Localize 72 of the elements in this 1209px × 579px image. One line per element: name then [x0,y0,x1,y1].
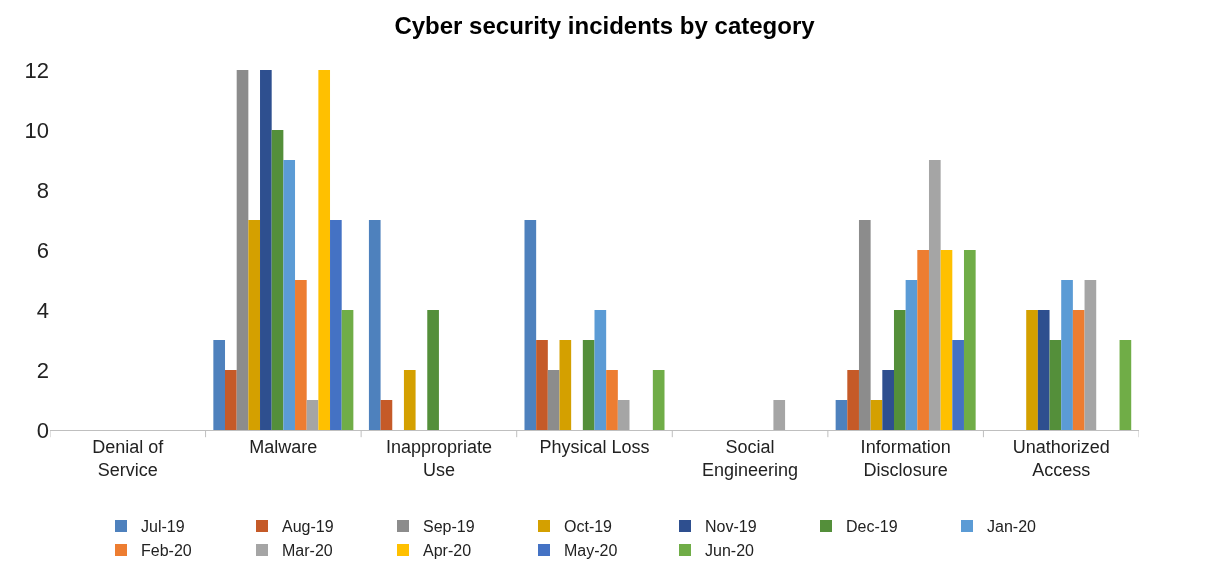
bar [330,220,342,430]
bar [917,250,929,430]
bar [617,400,630,430]
legend-label: Apr-20 [423,542,472,560]
legend-label: May-20 [564,542,618,560]
x-tick-label: Physical Loss [539,436,650,457]
bar [271,130,284,430]
y-tick-label: 0 [36,417,49,443]
bar [882,370,894,430]
bar [847,370,859,430]
bar [870,400,883,430]
x-tick-label: Unathorized Access [1012,436,1110,480]
bar [306,400,319,430]
bar [403,370,416,430]
bar [963,250,976,430]
x-tick-label: Malware [249,436,318,457]
bar [1049,340,1062,430]
bar [547,370,560,430]
bar [858,220,871,430]
bar [652,370,665,430]
legend-label: Jun-20 [705,542,755,560]
bar [1072,310,1085,430]
bar [893,310,906,430]
bar [236,70,249,430]
bar [341,310,354,430]
legend-label: Feb-20 [141,542,192,560]
legend-label: Aug-19 [282,518,334,536]
bar [1084,280,1097,430]
bar [940,250,953,430]
bar [1061,280,1073,430]
legend-label: Sep-19 [423,518,475,536]
x-tick-label: Information Disclosure [860,436,951,480]
legend-label: Dec-19 [846,518,898,536]
bar [1119,340,1132,430]
x-tick-label: Inappropriate Use [385,436,492,480]
legend-label: Jul-19 [141,518,185,536]
bar [773,400,786,430]
bar [318,70,331,430]
bar [213,340,226,430]
chart-title: Cyber security incidents by category [394,12,816,40]
bar [260,70,272,430]
bar [536,340,548,430]
legend-label: Mar-20 [282,542,333,560]
bar [582,340,595,430]
bar [295,280,307,430]
bar [380,400,393,430]
bar [368,220,381,430]
bar [606,370,618,430]
y-tick-label: 4 [36,297,49,323]
y-tick-label: 2 [36,357,49,383]
bar [952,340,964,430]
y-tick-label: 8 [36,177,49,203]
bar [559,340,572,430]
x-tick-label: Social Engineering [702,436,799,480]
bar [1026,310,1038,430]
y-tick-label: 10 [24,117,49,143]
legend-label: Nov-19 [705,518,757,536]
y-tick-label: 12 [24,57,49,83]
bar [283,160,296,430]
y-tick-label: 6 [36,237,49,263]
bar [225,370,237,430]
bar [835,400,848,430]
bar [594,310,607,430]
legend-label: Jan-20 [987,518,1037,536]
bar [928,160,941,430]
x-tick-label: Denial of Service [92,436,165,480]
legend-label: Oct-19 [564,518,613,536]
bar [427,310,439,430]
bar [524,220,537,430]
bar [1037,310,1050,430]
bar [248,220,261,430]
bar [905,280,918,430]
